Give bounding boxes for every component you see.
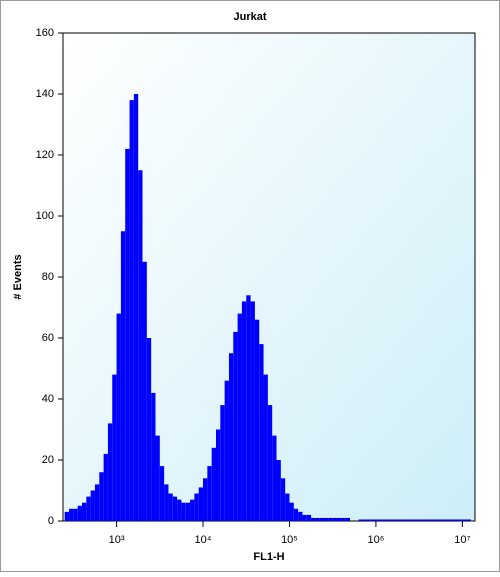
x-tick-label: 10⁴ bbox=[195, 534, 212, 546]
bar bbox=[254, 319, 260, 521]
x-tick-label: 10³ bbox=[109, 534, 125, 546]
chart-title: Jurkat bbox=[233, 11, 266, 23]
bar bbox=[172, 496, 178, 521]
bar bbox=[328, 517, 333, 521]
bar bbox=[112, 374, 117, 521]
x-tick-label: 10⁷ bbox=[454, 534, 470, 546]
bar bbox=[194, 493, 199, 521]
y-tick-label: 60 bbox=[42, 332, 54, 344]
bar bbox=[293, 508, 299, 521]
bar bbox=[94, 484, 100, 521]
bar bbox=[280, 478, 286, 521]
bar bbox=[181, 502, 186, 521]
bar bbox=[289, 502, 294, 521]
y-tick-label: 40 bbox=[42, 393, 54, 405]
bar bbox=[237, 313, 242, 521]
y-tick-label: 100 bbox=[36, 210, 54, 222]
y-tick-label: 140 bbox=[36, 88, 54, 100]
bar bbox=[315, 517, 320, 521]
bar bbox=[129, 100, 134, 521]
bar bbox=[272, 435, 277, 521]
bar bbox=[228, 353, 234, 521]
bar bbox=[285, 493, 290, 521]
bar bbox=[345, 517, 350, 521]
bar bbox=[151, 392, 156, 521]
y-tick-label: 120 bbox=[36, 149, 54, 161]
bar bbox=[77, 505, 82, 521]
bar bbox=[185, 502, 191, 521]
bar bbox=[69, 508, 74, 521]
bar bbox=[64, 511, 70, 521]
bar bbox=[298, 511, 303, 521]
bar bbox=[103, 453, 108, 521]
bar bbox=[341, 517, 346, 521]
x-tick-label: 10⁵ bbox=[281, 534, 298, 546]
bar bbox=[215, 429, 221, 521]
bar bbox=[302, 514, 307, 521]
bar bbox=[73, 508, 78, 521]
bar bbox=[241, 301, 247, 521]
bar bbox=[133, 94, 139, 521]
bar bbox=[224, 380, 229, 521]
bar bbox=[276, 460, 281, 521]
bar bbox=[246, 295, 251, 521]
bar bbox=[90, 490, 95, 521]
bar bbox=[155, 435, 160, 521]
bar bbox=[207, 466, 212, 521]
bar bbox=[159, 466, 165, 521]
bar bbox=[263, 374, 268, 521]
bar bbox=[220, 405, 225, 521]
bar bbox=[138, 170, 143, 521]
bar bbox=[198, 487, 204, 521]
bar bbox=[311, 517, 316, 521]
bar bbox=[164, 484, 169, 521]
y-tick-label: 0 bbox=[48, 515, 54, 527]
bar bbox=[267, 405, 273, 521]
bar bbox=[177, 499, 182, 521]
bar bbox=[190, 499, 195, 521]
bar bbox=[86, 496, 91, 521]
bar bbox=[203, 478, 208, 521]
bar bbox=[125, 148, 130, 521]
bar bbox=[107, 423, 113, 521]
bar bbox=[358, 519, 472, 521]
bar bbox=[211, 447, 216, 521]
bar bbox=[259, 344, 264, 521]
x-axis-label: FL1-H bbox=[253, 551, 284, 563]
bar bbox=[120, 231, 126, 521]
x-tick-label: 10⁶ bbox=[368, 534, 385, 546]
bar bbox=[142, 261, 147, 521]
bar bbox=[324, 517, 329, 521]
bar bbox=[99, 472, 104, 521]
bar bbox=[168, 493, 173, 521]
y-tick-label: 160 bbox=[36, 27, 54, 39]
y-tick-label: 20 bbox=[42, 454, 54, 466]
bar bbox=[116, 313, 121, 521]
bar bbox=[332, 517, 338, 521]
bar bbox=[233, 331, 238, 521]
bar bbox=[306, 514, 312, 521]
bar bbox=[337, 517, 342, 521]
bar bbox=[81, 502, 87, 521]
bar bbox=[250, 301, 255, 521]
y-axis-label: # Events bbox=[12, 254, 24, 299]
bar bbox=[319, 517, 325, 521]
y-tick-label: 80 bbox=[42, 271, 54, 283]
bar bbox=[146, 338, 152, 521]
